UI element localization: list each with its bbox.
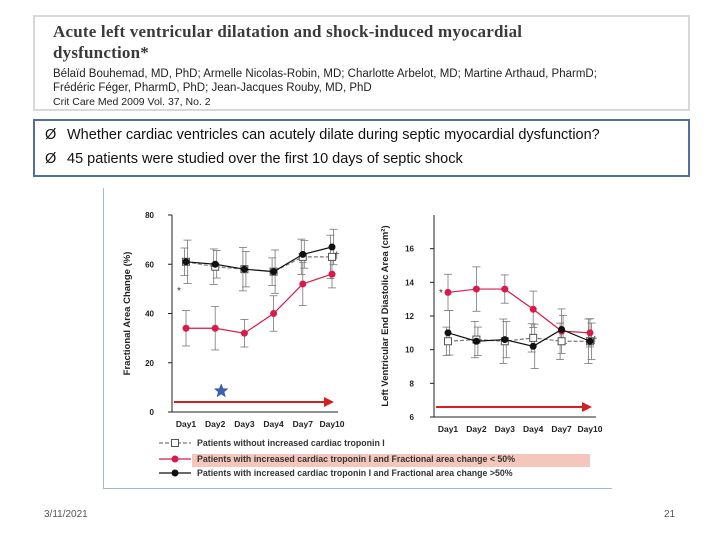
y-tick-label: 0: [150, 408, 155, 417]
data-point: [240, 265, 248, 273]
data-point: [501, 285, 509, 293]
footer-date: 3/11/2021: [44, 509, 88, 520]
chart-legend: Patients without increased cardiac tropo…: [159, 438, 590, 478]
data-point: [529, 342, 537, 350]
data-point: [182, 324, 190, 332]
series-line: [185, 256, 332, 273]
authors-line2: Frédéric Féger, PharmD, PhD; Jean-Jacque…: [53, 82, 372, 94]
paper-title: Acute left ventricular dilatation and sh…: [53, 21, 683, 63]
data-point: [444, 288, 452, 296]
y-tick-label: 16: [405, 245, 414, 254]
data-point: [270, 310, 278, 317]
figure-svg: 0 20 40 60 80 Fractional Area Change (%) Day1 D…: [122, 211, 603, 478]
y-tick-label: 8: [410, 379, 415, 388]
legend-label: Patients with increased cardiac troponin…: [197, 454, 515, 464]
y-tick-label: 60: [145, 260, 154, 269]
series-line: [186, 273, 333, 334]
x-tick-label: Day2: [466, 424, 487, 434]
data-point: [529, 333, 538, 342]
legend-marker: [171, 469, 179, 477]
data-point: [472, 285, 480, 293]
chart-panel-1: 0 20 40 60 80 Fractional Area Change (%) Day1 D…: [122, 211, 345, 429]
bullet-arrow-icon: Ø: [45, 127, 57, 143]
data-point: [270, 268, 278, 276]
data-point: [557, 337, 566, 346]
data-point: [211, 260, 219, 268]
paper-title-line2: dysfunction*: [53, 43, 149, 62]
figure-panel: 0 20 40 60 80 Fractional Area Change (%) Day1 D…: [103, 188, 612, 489]
x-tick-label: Day1: [438, 424, 459, 434]
data-point: [529, 305, 537, 313]
data-point: [586, 329, 594, 337]
x-tick-label: Day4: [263, 419, 284, 429]
y-tick-label: 12: [405, 312, 414, 321]
x-tick-label: Day2: [205, 419, 226, 429]
legend-highlight: [192, 454, 590, 467]
paper-header: Acute left ventricular dilatation and sh…: [33, 15, 690, 111]
red-arrow-head: [582, 402, 592, 412]
y-axis-label: Left Ventricular End Diastolic Area (cm²…: [380, 225, 391, 406]
footer-page-number: 21: [664, 509, 676, 520]
data-point: [299, 280, 307, 288]
data-point: [444, 337, 452, 346]
blue-star-icon: [213, 383, 229, 398]
x-tick-label: Day10: [319, 419, 344, 429]
annotation-star: *: [439, 288, 443, 299]
x-tick-label: Day10: [577, 424, 602, 434]
data-point: [558, 325, 566, 333]
y-tick-label: 20: [145, 359, 154, 368]
data-point: [328, 252, 336, 261]
y-tick-label: 14: [405, 278, 414, 287]
y-tick-label: 6: [410, 413, 415, 422]
legend-marker: [171, 455, 179, 463]
chart-panel-2: 6 8 10 12 14 16 Left Ventricular End Diastolic…: [380, 215, 603, 434]
x-tick-label: Day4: [523, 424, 544, 434]
series-line: [447, 288, 591, 334]
data-point: [472, 337, 480, 345]
legend-marker: [171, 439, 179, 447]
data-point: [444, 329, 452, 337]
authors-line1: Bélaïd Bouhemad, MD, PhD; Armelle Nicola…: [53, 68, 597, 80]
x-tick-label: Day3: [234, 419, 255, 429]
y-tick-label: 40: [145, 310, 154, 319]
bullet-arrow-icon: Ø: [45, 151, 57, 167]
data-point: [299, 250, 307, 258]
annotation-star: *: [177, 286, 181, 297]
legend-label: Patients without increased cardiac tropo…: [197, 438, 385, 448]
paper-citation: Crit Care Med 2009 Vol. 37, No. 2: [53, 96, 211, 108]
y-tick-label: 80: [145, 211, 154, 220]
annotation-dagger: †: [592, 335, 598, 346]
annotation-dagger: †: [334, 251, 340, 262]
data-point: [211, 324, 219, 332]
data-point: [586, 337, 594, 345]
y-tick-label: 10: [405, 346, 414, 355]
data-point: [328, 270, 336, 278]
data-point: [328, 243, 336, 251]
bullet-box: Ø Whether cardiac ventricles can acutely …: [33, 119, 690, 177]
series-line: [447, 328, 591, 347]
legend-label: Patients with increased cardiac troponin…: [197, 468, 513, 478]
bullet-item: Ø Whether cardiac ventricles can acutely …: [45, 127, 600, 143]
series-line: [185, 246, 333, 273]
data-point: [182, 258, 190, 266]
red-arrow-head: [324, 397, 334, 407]
bullet-text: Whether cardiac ventricles can acutely d…: [67, 127, 600, 143]
x-tick-label: Day7: [293, 419, 314, 429]
paper-authors: Bélaïd Bouhemad, MD, PhD; Armelle Nicola…: [53, 67, 597, 95]
bullet-text: 45 patients were studied over the first …: [67, 151, 463, 167]
data-point: [501, 336, 509, 344]
y-axis-label: Fractional Area Change (%): [122, 252, 133, 376]
bullet-item: Ø 45 patients were studied over the first…: [45, 151, 463, 167]
paper-title-line1: Acute left ventricular dilatation and sh…: [53, 22, 523, 41]
x-tick-label: Day7: [551, 424, 572, 434]
x-tick-label: Day1: [176, 419, 197, 429]
data-point: [240, 329, 248, 337]
x-tick-label: Day3: [495, 424, 516, 434]
